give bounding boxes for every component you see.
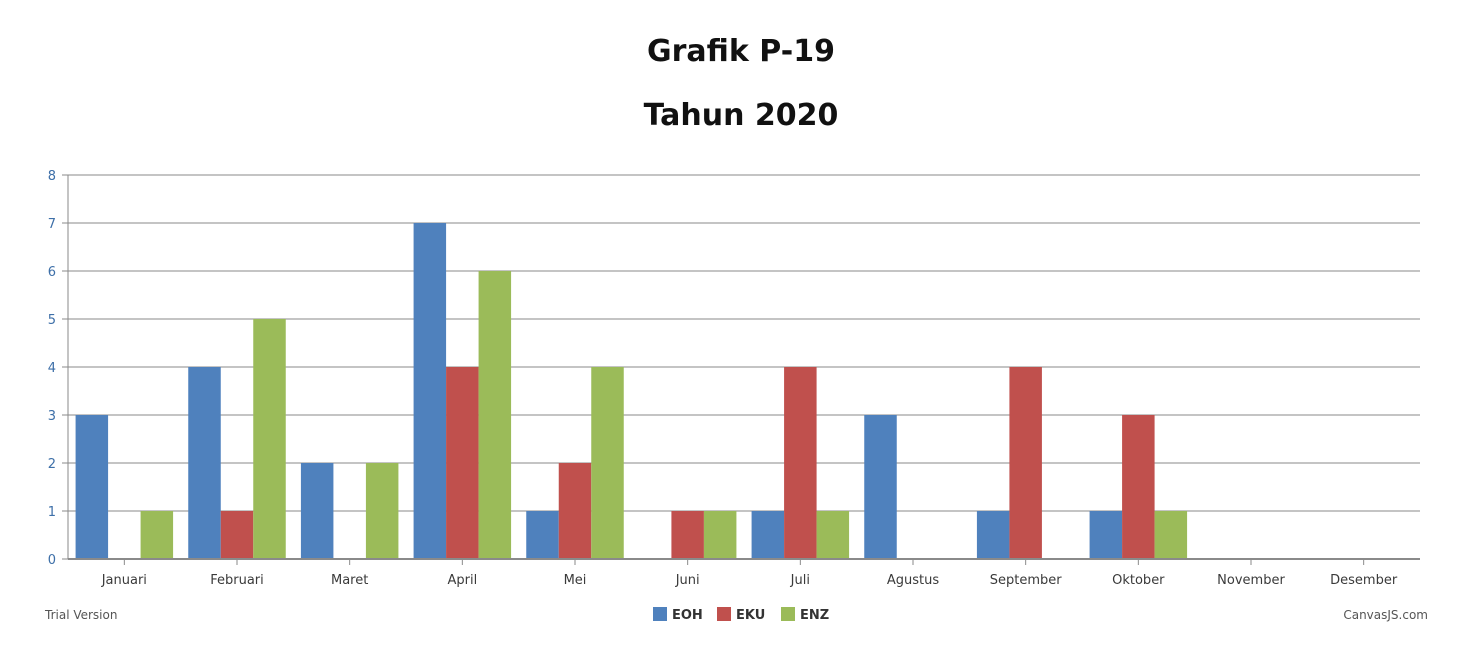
x-tick-label-desember: Desember bbox=[1330, 573, 1398, 588]
y-tick-label-2: 2 bbox=[48, 457, 56, 472]
bar-eoh-oktober[interactable] bbox=[1089, 511, 1123, 559]
bar-eoh-april[interactable] bbox=[413, 223, 447, 559]
chart-subtitle: Tahun 2020 bbox=[643, 98, 839, 133]
y-tick-label-8: 8 bbox=[48, 169, 56, 184]
bar-enz-oktober[interactable] bbox=[1154, 511, 1188, 559]
chart-title: Grafik P-19 bbox=[647, 34, 835, 69]
x-tick-label-februari: Februari bbox=[210, 573, 264, 588]
bar-eoh-februari[interactable] bbox=[188, 367, 221, 559]
x-tick-label-april: April bbox=[447, 573, 477, 588]
x-tick-label-september: September bbox=[990, 573, 1063, 588]
bar-enz-maret[interactable] bbox=[365, 463, 399, 559]
y-tick-label-5: 5 bbox=[48, 313, 56, 328]
axes bbox=[67, 175, 1420, 565]
x-tick-label-januari: Januari bbox=[101, 573, 147, 588]
bar-enz-februari[interactable] bbox=[253, 319, 286, 559]
legend-item-eoh[interactable]: EOH bbox=[653, 607, 703, 623]
y-tick-label-3: 3 bbox=[48, 409, 56, 424]
y-tick-label-1: 1 bbox=[48, 505, 56, 520]
bar-eku-oktober[interactable] bbox=[1122, 415, 1155, 559]
bar-eoh-juli[interactable] bbox=[751, 511, 785, 559]
x-tick-label-oktober: Oktober bbox=[1112, 573, 1165, 588]
y-tick-label-7: 7 bbox=[48, 217, 56, 232]
bars bbox=[75, 223, 1188, 559]
bar-enz-juli[interactable] bbox=[816, 511, 850, 559]
bar-eoh-september[interactable] bbox=[976, 511, 1010, 559]
legend-label-eoh: EOH bbox=[672, 608, 703, 623]
bar-eoh-mei[interactable] bbox=[526, 511, 559, 559]
canvasjs-credit[interactable]: CanvasJS.com bbox=[1343, 608, 1428, 622]
bar-eku-juni[interactable] bbox=[671, 511, 704, 559]
x-tick-labels: Januari Februari Maret April Mei Juni Juli Agus… bbox=[101, 573, 1398, 588]
x-tick-label-maret: Maret bbox=[331, 573, 368, 588]
bar-eku-april[interactable] bbox=[446, 367, 479, 559]
legend-item-enz[interactable]: ENZ bbox=[781, 607, 829, 623]
x-tick-label-juni: Juni bbox=[675, 573, 700, 588]
y-tick-label-6: 6 bbox=[48, 265, 56, 280]
x-tick-label-juli: Juli bbox=[790, 573, 810, 588]
bar-eoh-januari[interactable] bbox=[75, 415, 109, 559]
bar-eku-september[interactable] bbox=[1009, 367, 1042, 559]
bar-enz-januari[interactable] bbox=[140, 511, 174, 559]
bar-enz-april[interactable] bbox=[478, 271, 512, 559]
legend-item-eku[interactable]: EKU bbox=[717, 607, 765, 623]
legend-label-enz: ENZ bbox=[800, 608, 829, 623]
bar-eku-juli[interactable] bbox=[784, 367, 817, 559]
bar-enz-juni[interactable] bbox=[703, 511, 737, 559]
y-tick-label-4: 4 bbox=[48, 361, 56, 376]
legend: EOH EKU ENZ bbox=[653, 607, 829, 623]
bar-eku-mei[interactable] bbox=[558, 463, 592, 559]
bar-eoh-maret[interactable] bbox=[300, 463, 334, 559]
x-tick-label-november: November bbox=[1217, 573, 1285, 588]
legend-label-eku: EKU bbox=[736, 608, 765, 623]
y-tick-labels: 0 1 2 3 4 5 6 7 8 bbox=[48, 169, 56, 568]
bar-eoh-agustus[interactable] bbox=[864, 415, 897, 559]
bar-enz-mei[interactable] bbox=[591, 367, 624, 559]
legend-swatch-enz bbox=[781, 607, 795, 621]
y-tick-label-0: 0 bbox=[48, 553, 56, 568]
trial-version-label: Trial Version bbox=[45, 608, 118, 622]
x-tick-label-agustus: Agustus bbox=[887, 573, 939, 588]
legend-swatch-eku bbox=[717, 607, 731, 621]
gridlines bbox=[62, 174, 1420, 560]
x-tick-label-mei: Mei bbox=[564, 573, 587, 588]
legend-swatch-eoh bbox=[653, 607, 667, 621]
bar-eku-februari[interactable] bbox=[220, 511, 254, 559]
